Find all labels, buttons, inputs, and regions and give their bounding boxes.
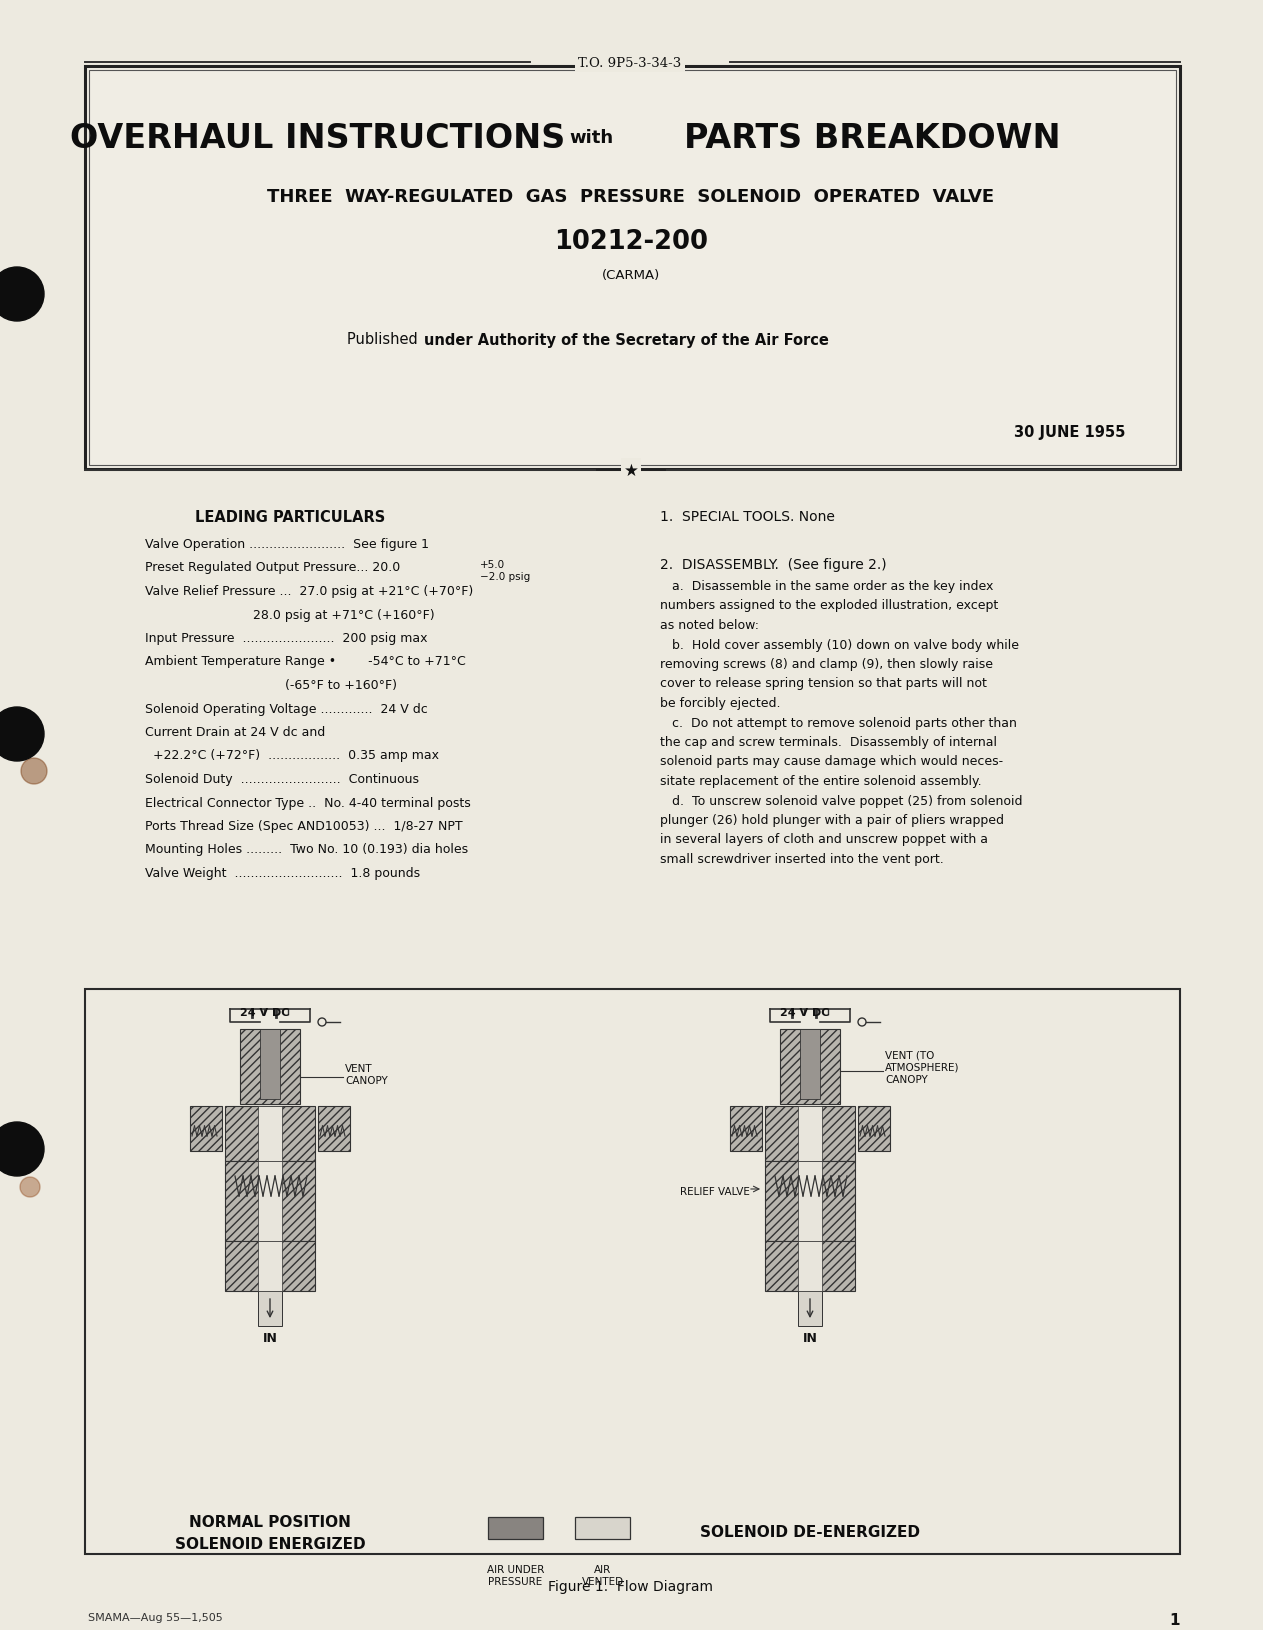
Bar (258, 1291, 282, 1327)
Bar (258, 1240, 282, 1291)
Text: RELIEF VALVE: RELIEF VALVE (679, 1187, 750, 1196)
Circle shape (21, 758, 47, 784)
Text: ★: ★ (624, 461, 638, 479)
Bar (798, 1107, 822, 1161)
Text: c.  Do not attempt to remove solenoid parts other than: c. Do not attempt to remove solenoid par… (661, 716, 1017, 729)
Text: d.  To unscrew solenoid valve poppet (25) from solenoid: d. To unscrew solenoid valve poppet (25)… (661, 794, 1023, 807)
Bar (85, 67, 1180, 469)
Bar (260, 1030, 280, 1099)
Text: small screwdriver inserted into the vent port.: small screwdriver inserted into the vent… (661, 852, 943, 866)
Text: Input Pressure  .......................  200 psig max: Input Pressure ....................... 2… (145, 631, 427, 644)
Text: Electrical Connector Type ..  No. 4-40 terminal posts: Electrical Connector Type .. No. 4-40 te… (145, 795, 471, 808)
Text: +5.0: +5.0 (480, 561, 505, 570)
Text: AIR UNDER
PRESSURE: AIR UNDER PRESSURE (486, 1565, 544, 1586)
Text: removing screws (8) and clamp (9), then slowly raise: removing screws (8) and clamp (9), then … (661, 657, 993, 670)
Bar (781, 1030, 840, 1104)
Text: VENT
CANOPY: VENT CANOPY (345, 1063, 388, 1086)
Text: VENT (TO
ATMOSPHERE)
CANOPY: VENT (TO ATMOSPHERE) CANOPY (885, 1050, 960, 1084)
Bar (225, 1107, 314, 1161)
Circle shape (20, 1177, 40, 1198)
Text: Published: Published (346, 333, 422, 347)
Bar (88, 72, 1176, 466)
Bar (240, 1030, 301, 1104)
Text: 28.0 psig at +71°C (+160°F): 28.0 psig at +71°C (+160°F) (145, 608, 434, 621)
Text: Solenoid Duty  .........................  Continuous: Solenoid Duty ......................... … (145, 773, 419, 786)
Text: Ambient Temperature Range •        -54°C to +71°C: Ambient Temperature Range • -54°C to +71… (145, 655, 466, 668)
Bar (798, 1240, 822, 1291)
Circle shape (0, 267, 44, 321)
Circle shape (0, 707, 44, 761)
Text: IN: IN (263, 1332, 278, 1345)
Text: SOLENOID DE-ENERGIZED: SOLENOID DE-ENERGIZED (700, 1524, 919, 1539)
Text: 24 V DC: 24 V DC (781, 1007, 830, 1017)
Text: LEADING PARTICULARS: LEADING PARTICULARS (195, 510, 385, 525)
Text: be forcibly ejected.: be forcibly ejected. (661, 696, 781, 709)
Text: the cap and screw terminals.  Disassembly of internal: the cap and screw terminals. Disassembly… (661, 735, 997, 748)
Text: AIR
VENTED: AIR VENTED (581, 1565, 624, 1586)
Bar (318, 1107, 350, 1151)
Text: 24 V DC: 24 V DC (240, 1007, 289, 1017)
Circle shape (0, 1123, 44, 1177)
Text: 30 JUNE 1955: 30 JUNE 1955 (1014, 425, 1125, 440)
Bar (488, 1518, 543, 1539)
Text: −2.0 psig: −2.0 psig (480, 572, 530, 582)
Text: Figure 1.  Flow Diagram: Figure 1. Flow Diagram (548, 1579, 714, 1593)
Text: with: with (568, 129, 613, 147)
Bar (798, 1291, 822, 1327)
Text: cover to release spring tension so that parts will not: cover to release spring tension so that … (661, 676, 986, 689)
Text: solenoid parts may cause damage which would neces-: solenoid parts may cause damage which wo… (661, 755, 1003, 768)
Text: Current Drain at 24 V dc and: Current Drain at 24 V dc and (145, 725, 326, 738)
Text: NORMAL POSITION: NORMAL POSITION (189, 1514, 351, 1529)
Text: 2.  DISASSEMBLY.  (See figure 2.): 2. DISASSEMBLY. (See figure 2.) (661, 557, 887, 572)
Text: PARTS BREAKDOWN: PARTS BREAKDOWN (683, 121, 1061, 155)
Text: sitate replacement of the entire solenoid assembly.: sitate replacement of the entire solenoi… (661, 774, 981, 787)
Text: Mounting Holes .........  Two No. 10 (0.193) dia holes: Mounting Holes ......... Two No. 10 (0.1… (145, 843, 469, 856)
Text: numbers assigned to the exploded illustration, except: numbers assigned to the exploded illustr… (661, 600, 998, 613)
Text: 1.  SPECIAL TOOLS. None: 1. SPECIAL TOOLS. None (661, 510, 835, 523)
Text: under Authority of the Secretary of the Air Force: under Authority of the Secretary of the … (424, 333, 829, 347)
Text: b.  Hold cover assembly (10) down on valve body while: b. Hold cover assembly (10) down on valv… (661, 637, 1019, 650)
Bar (225, 1240, 314, 1291)
Bar (858, 1107, 890, 1151)
Text: SMAMA—Aug 55—1,505: SMAMA—Aug 55—1,505 (88, 1612, 222, 1622)
Text: (-65°F to +160°F): (-65°F to +160°F) (145, 678, 397, 691)
Text: Solenoid Operating Voltage .............  24 V dc: Solenoid Operating Voltage .............… (145, 703, 428, 716)
Bar (189, 1107, 222, 1151)
Bar (765, 1240, 855, 1291)
Text: as noted below:: as noted below: (661, 619, 759, 631)
Bar (258, 1161, 282, 1240)
Text: Valve Operation ........................  See figure 1: Valve Operation ........................… (145, 538, 429, 551)
Bar (85, 989, 1180, 1553)
Text: Valve Weight  ...........................  1.8 pounds: Valve Weight ...........................… (145, 867, 421, 880)
Text: IN: IN (802, 1332, 817, 1345)
Bar (575, 1518, 630, 1539)
Text: Preset Regulated Output Pressure... 20.0: Preset Regulated Output Pressure... 20.0 (145, 561, 404, 574)
Text: in several layers of cloth and unscrew poppet with a: in several layers of cloth and unscrew p… (661, 833, 988, 846)
Text: Ports Thread Size (Spec AND10053) ...  1/8-27 NPT: Ports Thread Size (Spec AND10053) ... 1/… (145, 820, 462, 833)
Bar (799, 1030, 820, 1099)
Bar (798, 1161, 822, 1240)
Bar (765, 1107, 855, 1161)
Text: Valve Relief Pressure ...  27.0 psig at +21°C (+70°F): Valve Relief Pressure ... 27.0 psig at +… (145, 585, 474, 598)
Text: T.O. 9P5-3-34-3: T.O. 9P5-3-34-3 (578, 57, 682, 70)
Text: a.  Disassemble in the same order as the key index: a. Disassemble in the same order as the … (661, 580, 994, 593)
Text: 10212-200: 10212-200 (554, 228, 709, 254)
Bar (730, 1107, 762, 1151)
Bar (765, 1161, 855, 1240)
Text: OVERHAUL INSTRUCTIONS: OVERHAUL INSTRUCTIONS (71, 121, 566, 155)
Text: plunger (26) hold plunger with a pair of pliers wrapped: plunger (26) hold plunger with a pair of… (661, 813, 1004, 826)
Bar (258, 1107, 282, 1161)
Text: THREE  WAY-REGULATED  GAS  PRESSURE  SOLENOID  OPERATED  VALVE: THREE WAY-REGULATED GAS PRESSURE SOLENOI… (268, 187, 994, 205)
Bar (225, 1161, 314, 1240)
Text: (CARMA): (CARMA) (602, 269, 661, 282)
Text: 1: 1 (1170, 1612, 1180, 1627)
Text: SOLENOID ENERGIZED: SOLENOID ENERGIZED (174, 1535, 365, 1552)
Text: +22.2°C (+72°F)  ..................  0.35 amp max: +22.2°C (+72°F) .................. 0.35 … (145, 750, 440, 763)
